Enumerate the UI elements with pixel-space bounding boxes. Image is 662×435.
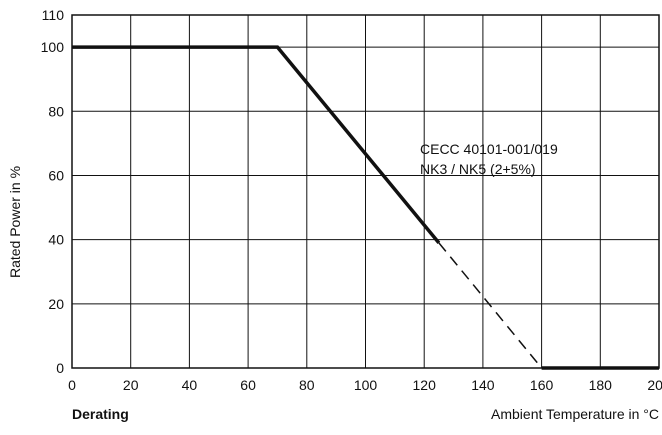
derating-curve	[72, 45, 441, 244]
annotation-line-1: CECC 40101-001/019	[420, 141, 558, 157]
chart-caption: Derating	[72, 406, 129, 422]
y-tick-label: 40	[48, 232, 64, 248]
grid	[71, 14, 660, 369]
y-tick-label: 0	[56, 360, 64, 376]
annotation-line-2: NK3 / NK5 (2+5%)	[420, 161, 536, 177]
x-tick-label: 60	[240, 377, 256, 393]
tick-labels: 0 20 40 60 80 100 120 140 160 180 200 0 20 40 60 80 100 1…	[41, 7, 662, 393]
x-axis-title: Ambient Temperature in °C	[491, 406, 659, 422]
y-axis-title: Rated Power in %	[7, 166, 23, 278]
x-tick-label: 180	[589, 377, 613, 393]
y-tick-label: 60	[48, 167, 64, 183]
x-tick-label: 200	[647, 377, 662, 393]
y-tick-label: 110	[42, 7, 65, 23]
x-tick-label: 160	[530, 377, 554, 393]
x-tick-label: 100	[354, 377, 378, 393]
derating-curve-dashed	[438, 242, 543, 369]
x-tick-label: 40	[182, 377, 198, 393]
x-tick-label: 80	[299, 377, 315, 393]
y-tick-label: 20	[48, 296, 64, 312]
x-tick-label: 140	[471, 377, 495, 393]
x-tick-label: 20	[123, 377, 139, 393]
x-tick-label: 120	[413, 377, 437, 393]
y-tick-label: 80	[48, 103, 64, 119]
x-tick-label: 0	[68, 377, 76, 393]
plot-frame	[71, 14, 660, 369]
y-tick-label: 100	[41, 39, 65, 55]
